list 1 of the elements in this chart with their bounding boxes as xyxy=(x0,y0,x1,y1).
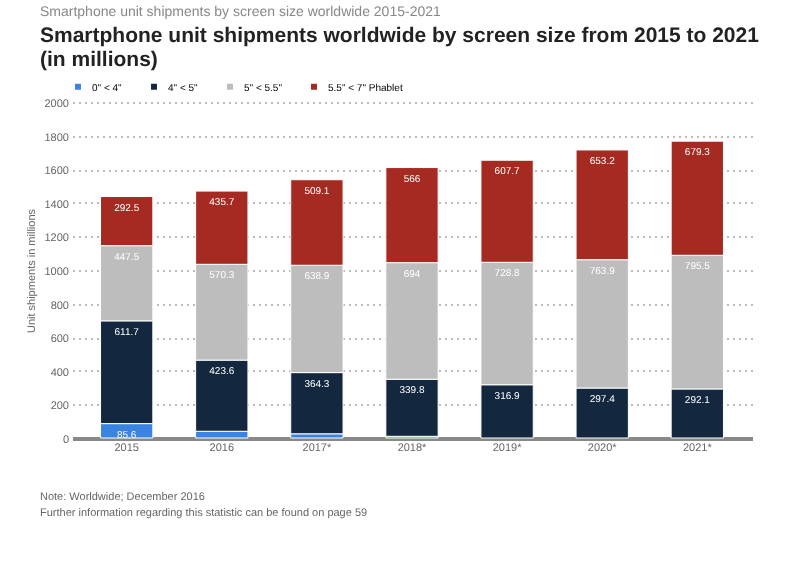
chart-title: Smartphone unit shipments worldwide by screen size from 2015 to 2021 (in millions) xyxy=(38,22,761,72)
